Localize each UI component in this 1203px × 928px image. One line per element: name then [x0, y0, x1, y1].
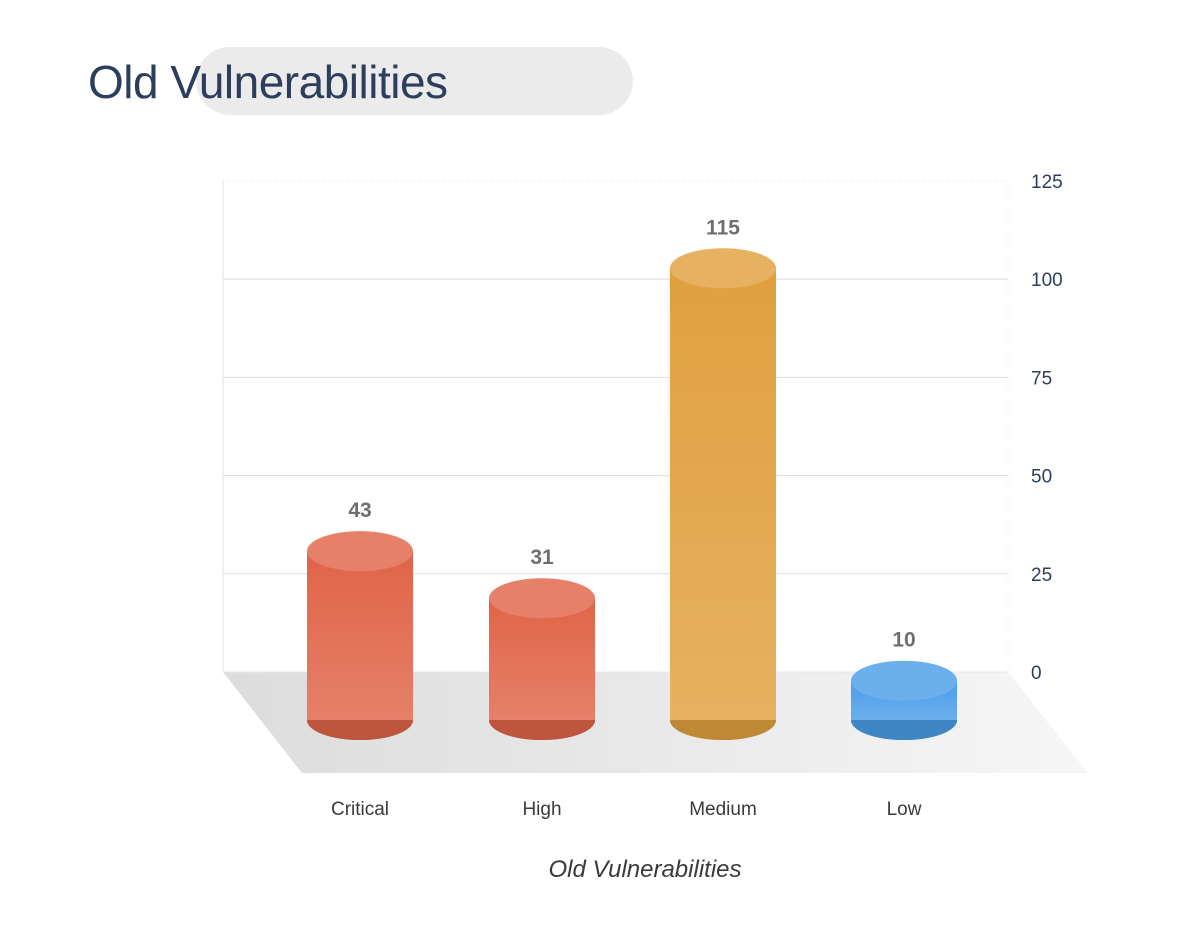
- data-label-high: 31: [530, 546, 554, 569]
- bar-critical: [307, 531, 413, 740]
- y-tick-label: 75: [1031, 368, 1052, 389]
- x-axis-ticks: Critical High Medium Low: [331, 799, 922, 820]
- y-tick-label: 25: [1031, 565, 1052, 586]
- data-labels: 43 31 115 10: [348, 216, 915, 651]
- x-axis-title: Old Vulnerabilities: [548, 856, 742, 883]
- bar-top-cap: [851, 660, 957, 701]
- y-tick-label: 50: [1031, 467, 1052, 488]
- bar-base-rim: [489, 720, 595, 740]
- data-label-critical: 43: [348, 499, 371, 522]
- y-tick-label: 125: [1031, 172, 1063, 193]
- bar-base-rim: [851, 720, 957, 740]
- bar-body-fill: [670, 268, 776, 720]
- chart-bars: [307, 248, 957, 740]
- data-label-low: 10: [892, 629, 915, 652]
- bar-top-cap: [307, 531, 413, 572]
- y-axis-ticks: 0 25 50 75 100 125: [1031, 172, 1063, 684]
- bar-body-fill: [307, 551, 413, 720]
- bar-top-cap: [670, 248, 776, 289]
- bar-base-rim: [670, 720, 776, 740]
- x-tick-label-low: Low: [887, 799, 922, 820]
- x-tick-label-medium: Medium: [689, 799, 757, 820]
- bar-top-cap: [489, 578, 595, 619]
- bar-high: [489, 578, 595, 740]
- y-tick-label: 0: [1031, 663, 1042, 684]
- bar-medium: [670, 248, 776, 740]
- bar-body-fill: [489, 598, 595, 720]
- x-tick-label-critical: Critical: [331, 799, 389, 820]
- bar-base-rim: [307, 720, 413, 740]
- bar-low: [851, 660, 957, 740]
- y-tick-label: 100: [1031, 270, 1063, 291]
- page-title: Old Vulnerabilities: [88, 56, 448, 108]
- title-highlight: [196, 47, 633, 115]
- x-tick-label-high: High: [522, 799, 561, 820]
- data-label-medium: 115: [706, 216, 740, 239]
